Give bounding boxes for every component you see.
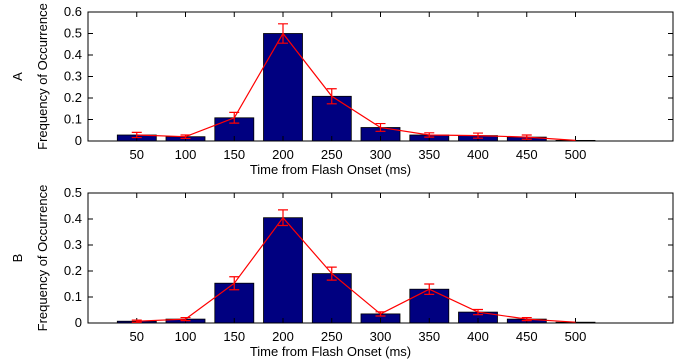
panel-b-errorbar-50 — [131, 319, 142, 323]
panel-a-letter: A — [10, 72, 25, 81]
panel-b-axes-box — [87, 192, 674, 324]
panel-b-xtick-label-450: 450 — [516, 329, 538, 344]
panel-b-errorbar-250 — [326, 266, 337, 281]
panel-b-xtick-label-250: 250 — [321, 329, 343, 344]
panel-a-xtick-label-500: 500 — [565, 147, 587, 162]
panel-a-errorbar-50 — [131, 131, 142, 139]
panel-a-xlabel: Time from Flash Onset (ms) — [250, 162, 411, 177]
panel-b-errorbar-350 — [424, 283, 435, 295]
panel-a-xtick-label-450: 450 — [516, 147, 538, 162]
panel-a-xtick-label-300: 300 — [370, 147, 392, 162]
panel-a-mean-line — [136, 32, 576, 141]
panel-a-xtick-label-200: 200 — [272, 147, 294, 162]
panel-a-errorbar-300 — [375, 122, 386, 132]
panel-b-ytick-label-2: 0.2 — [64, 263, 82, 278]
panel-b-errorbar-200 — [278, 209, 288, 227]
panel-b-xtick-label-300: 300 — [370, 329, 392, 344]
panel-b-xtick-label-500: 500 — [565, 329, 587, 344]
panel-b-letter: B — [10, 254, 25, 263]
panel-a-xtick-label-250: 250 — [321, 147, 343, 162]
panel-a-ytick-label-2: 0.2 — [64, 90, 82, 105]
panel-a-ytick-label-3: 0.3 — [64, 69, 82, 84]
panel-a-ytick-label-4: 0.4 — [64, 47, 82, 62]
panel-b-xtick-label-50: 50 — [130, 329, 144, 344]
panel-a-xtick-label-400: 400 — [467, 147, 489, 162]
panel-b-errorbar-150 — [229, 276, 240, 291]
panel-a-xtick-label-350: 350 — [418, 147, 440, 162]
panel-b-errorbar-400 — [473, 308, 483, 316]
panel-b-xtick-label-200: 200 — [272, 329, 294, 344]
panel-b-ytick-label-4: 0.4 — [64, 211, 82, 226]
panel-a-errorbar-150 — [229, 111, 240, 124]
panel-b-xtick-label-350: 350 — [418, 329, 440, 344]
panel-a-ytick-label-0: 0 — [75, 133, 82, 148]
panel-b-errorbar-300 — [375, 311, 386, 317]
panel-b-ylabel: Frequency of Occurrence — [35, 185, 50, 332]
panel-b-ytick-label-1: 0.1 — [64, 289, 82, 304]
panel-b-errorbar-450 — [521, 316, 532, 322]
panel-a-errorbar-350 — [424, 132, 435, 138]
panel-a-xtick-label-50: 50 — [130, 147, 144, 162]
panel-b-mean-line — [136, 216, 576, 323]
panel-b-ytick-label-0: 0 — [75, 315, 82, 330]
panel-a-bar-200 — [263, 33, 303, 142]
panel-b-ytick-label-5: 0.5 — [64, 185, 82, 200]
panel-b-xtick-label-150: 150 — [223, 329, 245, 344]
panel-a-errorbar-200 — [278, 23, 288, 44]
panel-a-errorbar-100 — [180, 134, 191, 140]
panel-b-xtick-label-400: 400 — [467, 329, 489, 344]
panel-b-xlabel: Time from Flash Onset (ms) — [250, 344, 411, 359]
panel-a-ytick-label-5: 0.5 — [64, 26, 82, 41]
panel-a-errorbar-250 — [326, 88, 337, 105]
panel-b-xtick-label-100: 100 — [175, 329, 197, 344]
panel-a-ytick-label-1: 0.1 — [64, 112, 82, 127]
panel-a-xtick-label-100: 100 — [175, 147, 197, 162]
panel-a-errorbar-450 — [521, 134, 532, 140]
panel-a-ylabel: Frequency of Occurrence — [35, 3, 50, 150]
panel-a-errorbar-400 — [473, 132, 483, 139]
panel-b-ytick-label-3: 0.3 — [64, 237, 82, 252]
panel-b-bar-250 — [311, 273, 352, 324]
panel-a-ytick-label-6: 0.6 — [64, 4, 82, 19]
panel-a-axes-box — [87, 11, 674, 142]
panel-b-errorbar-100 — [180, 316, 191, 322]
panel-a-xtick-label-150: 150 — [223, 147, 245, 162]
